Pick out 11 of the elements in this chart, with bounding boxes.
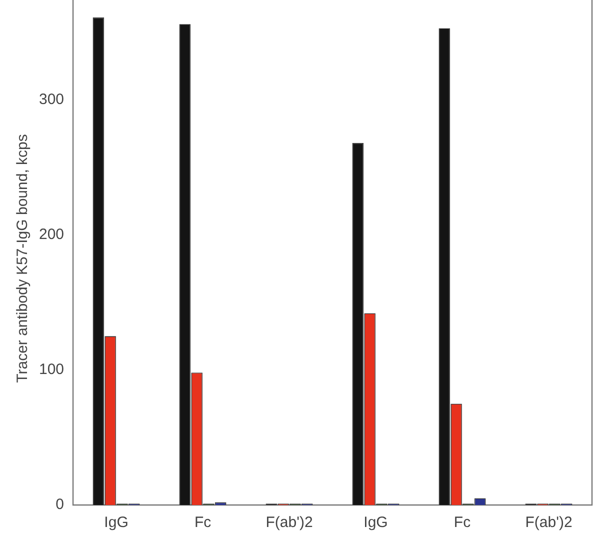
y-tick-label: 300 xyxy=(38,90,64,108)
y-axis-title: Tracer antibody K57-IgG bound, kcps xyxy=(14,134,32,383)
x-tick-label: F(ab')2 xyxy=(525,514,572,532)
x-tick-label: Fc xyxy=(194,514,212,532)
y-tick-label: 100 xyxy=(38,361,64,378)
x-tick-label: F(ab')2 xyxy=(266,514,313,532)
x-tick-label: IgG xyxy=(104,514,128,532)
x-tick-label: IgG xyxy=(364,514,388,532)
y-tick-label: 200 xyxy=(38,226,64,244)
x-tick-label: Fc xyxy=(454,514,472,532)
y-tick-label: 0 xyxy=(56,496,64,514)
